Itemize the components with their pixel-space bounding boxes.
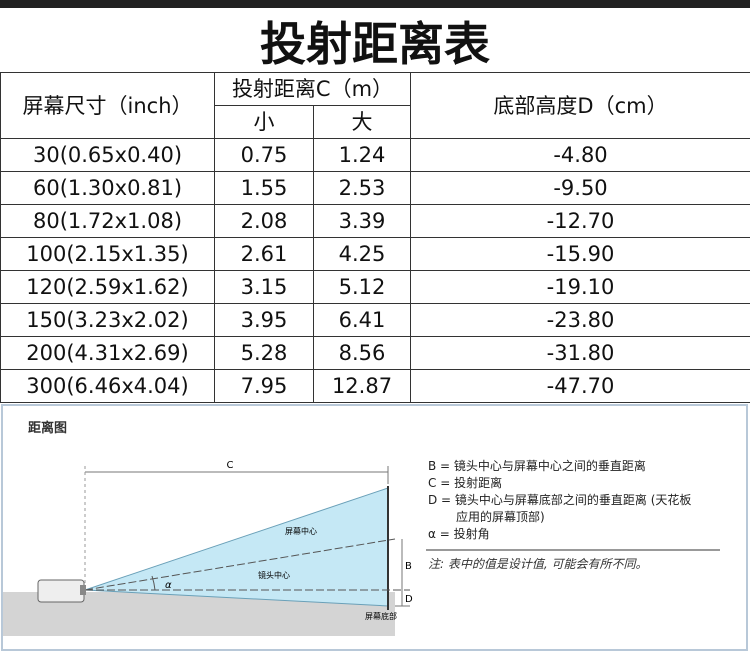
legend: B = 镜头中心与屏幕中心之间的垂直距离 C = 投射距离 D = 镜头中心与屏幕底… (428, 458, 691, 541)
label: 镜头中心 (258, 570, 290, 580)
header-cell: 投射距离C（m） (214, 72, 411, 106)
table-cell: 120(2.59x1.62) (0, 270, 215, 304)
table-cell: 3.39 (313, 204, 411, 238)
center-line (84, 538, 396, 591)
table-cell: 60(1.30x0.81) (0, 171, 215, 205)
table-cell: 100(2.15x1.35) (0, 237, 215, 271)
table-cell: -15.90 (410, 237, 750, 271)
top-bar (0, 0, 750, 8)
table-row: 30(0.65x0.40) 0.75 1.24 -4.80 (0, 138, 750, 172)
label: B (405, 561, 412, 572)
table-row: 60(1.30x0.81) 1.55 2.53 -9.50 (0, 171, 750, 205)
table-cell: 0.75 (214, 138, 314, 172)
header-cell: 大 (313, 105, 411, 139)
table-cell: 2.61 (214, 237, 314, 271)
legend-entry: C = 投射距离 (428, 475, 502, 490)
table-cell: 200(4.31x2.69) (0, 336, 215, 370)
legend-entry: D = 镜头中心与屏幕底部之间的垂直距离 (天花板 (428, 492, 691, 507)
table-cell: 80(1.72x1.08) (0, 204, 215, 238)
label: 屏幕中心 (285, 526, 317, 536)
table-cell: 5.12 (313, 270, 411, 304)
diagram-title: 距离图 (28, 420, 67, 436)
distance-table: 屏幕尺寸（inch） 投射距离C（m） 底部高度D（cm） 小大 30(0.65x0… (0, 72, 750, 403)
legend-entry: α = 投射角 (428, 526, 490, 541)
projector (37, 579, 85, 603)
table-row: 120(2.59x1.62) 3.15 5.12 -19.10 (0, 270, 750, 304)
label: D (405, 594, 413, 605)
label: 屏幕底部 (365, 611, 397, 621)
header-cell: 底部高度D（cm） (410, 72, 750, 139)
note: 注: 表中的值是设计值, 可能会有所不同。 (428, 557, 648, 571)
table-cell: -9.50 (410, 171, 750, 205)
diagram: 距离图 C 屏幕中心 镜头中心 α B D 屏幕底部 B = 镜头中心与屏幕中心… (1, 404, 748, 651)
alpha-arc (151, 575, 156, 591)
table-row: 80(1.72x1.08) 2.08 3.39 -12.70 (0, 204, 750, 238)
label: C (227, 460, 234, 471)
table-cell: 6.41 (313, 303, 411, 337)
table-cell: -31.80 (410, 336, 750, 370)
table-cell: -4.80 (410, 138, 750, 172)
table-cell: 7.95 (214, 369, 314, 403)
table-cell: -23.80 (410, 303, 750, 337)
lens (80, 585, 86, 595)
table-cell: 1.24 (313, 138, 411, 172)
table-row: 200(4.31x2.69) 5.28 8.56 -31.80 (0, 336, 750, 370)
label: α (165, 580, 172, 591)
table-cell: 150(3.23x2.02) (0, 303, 215, 337)
table-cell: 5.28 (214, 336, 314, 370)
header-cell: 屏幕尺寸（inch） (0, 72, 215, 139)
table-cell: 8.56 (313, 336, 411, 370)
table-cell: 3.15 (214, 270, 314, 304)
table-row: 300(6.46x4.04) 7.95 12.87 -47.70 (0, 369, 750, 403)
table-cell: 2.53 (313, 171, 411, 205)
table-row: 150(3.23x2.02) 3.95 6.41 -23.80 (0, 303, 750, 337)
legend-entry: 应用的屏幕顶部) (456, 509, 545, 524)
table-cell: -12.70 (410, 204, 750, 238)
table-cell: 1.55 (214, 171, 314, 205)
table-row: 100(2.15x1.35) 2.61 4.25 -15.90 (0, 237, 750, 271)
table-cell: 30(0.65x0.40) (0, 138, 215, 172)
table-cell: 2.08 (214, 204, 314, 238)
table-cell: 300(6.46x4.04) (0, 369, 215, 403)
table-cell: 4.25 (313, 237, 411, 271)
header-cell: 小 (214, 105, 314, 139)
table-cell: -19.10 (410, 270, 750, 304)
table-cell: -47.70 (410, 369, 750, 403)
table-cell: 12.87 (313, 369, 411, 403)
table-cell: 3.95 (214, 303, 314, 337)
page-title: 投射距离表 (260, 17, 490, 71)
legend-entry: B = 镜头中心与屏幕中心之间的垂直距离 (428, 458, 646, 473)
